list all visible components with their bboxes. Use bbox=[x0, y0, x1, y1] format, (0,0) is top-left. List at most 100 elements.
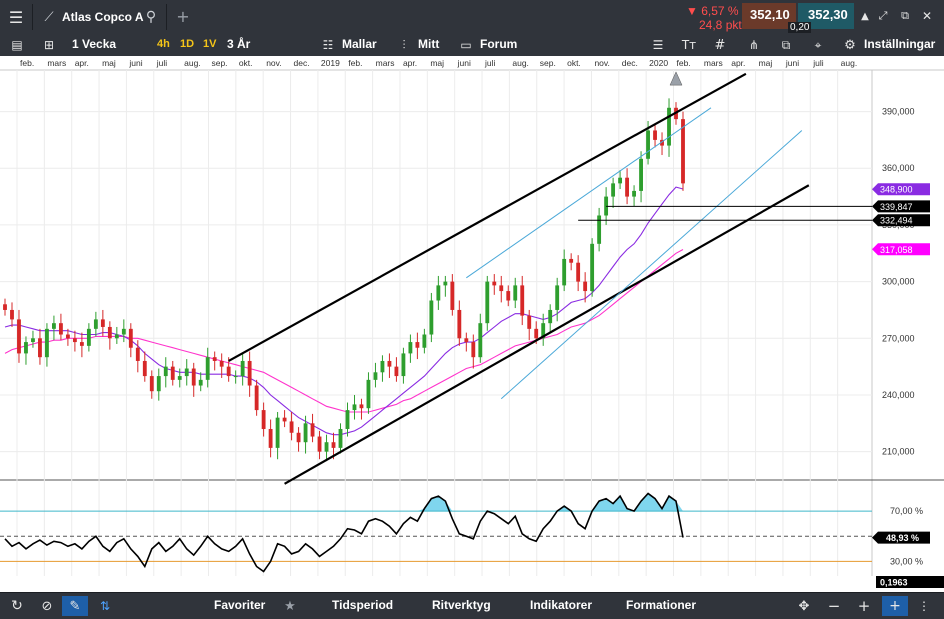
layout-icon[interactable]: ⊞ bbox=[43, 38, 55, 52]
time-axis-label: juli bbox=[484, 58, 496, 68]
candle-body bbox=[261, 410, 266, 429]
more-icon[interactable]: ⋮ bbox=[918, 599, 930, 613]
price-tick-label: 390,000 bbox=[882, 107, 915, 117]
candle-body bbox=[107, 326, 112, 339]
tidsperiod-button[interactable]: Tidsperiod bbox=[332, 598, 394, 612]
time-axis-label: sep. bbox=[540, 58, 556, 68]
interval-select[interactable]: 1 Vecka bbox=[72, 37, 117, 51]
candle-body bbox=[177, 376, 182, 380]
crosshair-icon[interactable]: ⌖ bbox=[814, 37, 822, 52]
mitt-icon[interactable]: ⫶ bbox=[402, 37, 406, 52]
forum-icon[interactable]: ▭ bbox=[460, 38, 472, 52]
rsi-line bbox=[4, 492, 684, 573]
candle-body bbox=[401, 353, 406, 377]
candle-body bbox=[198, 379, 203, 386]
candle-body bbox=[667, 107, 671, 146]
price-tag-label: 348,900 bbox=[880, 185, 913, 195]
ritverktyg-button[interactable]: Ritverktyg bbox=[432, 598, 491, 612]
copy-icon[interactable]: ⧉ bbox=[781, 37, 791, 52]
candle-body bbox=[555, 285, 560, 310]
candle-body bbox=[660, 139, 664, 146]
time-axis-label: nov. bbox=[594, 58, 609, 68]
price-tag: 317,058 bbox=[872, 243, 930, 256]
candle-body bbox=[128, 328, 133, 348]
zoom-in-icon[interactable]: + bbox=[857, 597, 871, 615]
time-axis-label: juni bbox=[785, 58, 799, 68]
time-axis-label: feb. bbox=[677, 58, 691, 68]
candle-body bbox=[499, 285, 504, 292]
candle-body bbox=[163, 366, 168, 377]
pencil-icon[interactable]: ✎ bbox=[62, 596, 88, 616]
period-select[interactable]: 3 År bbox=[227, 37, 251, 51]
bottom-bar: ↻ ⊘ ✎ ⇅ Favoriter ★ Tidsperiod Ritverkty… bbox=[0, 592, 944, 619]
text-icon[interactable]: Tт bbox=[681, 38, 697, 52]
star-icon[interactable]: ★ bbox=[284, 598, 296, 614]
search-icon[interactable]: ⚲ bbox=[145, 9, 157, 25]
candle-body bbox=[3, 304, 7, 310]
gear-icon[interactable]: ⚙ bbox=[844, 37, 856, 53]
mallar-button[interactable]: Mallar bbox=[342, 37, 377, 51]
add-icon[interactable]: + bbox=[176, 6, 190, 26]
sort-icon[interactable]: ⇅ bbox=[99, 599, 111, 613]
candle-body bbox=[408, 342, 413, 354]
menu-icon[interactable]: ☰ bbox=[8, 7, 24, 27]
candle-body bbox=[422, 334, 427, 348]
candle-body bbox=[415, 342, 420, 348]
candle-body bbox=[142, 360, 147, 377]
candle-body bbox=[534, 328, 539, 339]
candle-body bbox=[135, 347, 140, 361]
block-icon[interactable]: ⊘ bbox=[41, 598, 53, 614]
rsi-tick-label: 30,00 % bbox=[890, 556, 923, 566]
time-axis-label: juli bbox=[812, 58, 824, 68]
indikatorer-button[interactable]: Indikatorer bbox=[530, 598, 593, 612]
list-icon[interactable]: ▤ bbox=[11, 38, 23, 52]
settings-button[interactable]: Inställningar bbox=[864, 37, 936, 51]
candle-body bbox=[205, 357, 210, 380]
candle-body bbox=[548, 309, 553, 324]
candle-body bbox=[527, 315, 532, 329]
bell-icon bbox=[669, 71, 683, 86]
close-icon[interactable]: ✕ bbox=[921, 9, 933, 23]
candle-body bbox=[380, 360, 385, 373]
candle-body bbox=[93, 319, 98, 329]
candle-body bbox=[611, 183, 616, 197]
candle-body bbox=[366, 379, 371, 409]
grid-icon[interactable]: # bbox=[714, 37, 726, 53]
popout-icon[interactable]: ⧉ bbox=[901, 9, 909, 22]
zoom-out-icon[interactable]: − bbox=[827, 597, 841, 615]
templates-icon[interactable]: ☷ bbox=[322, 38, 334, 52]
time-axis-label: maj bbox=[759, 58, 773, 68]
drag-icon[interactable]: ✥ bbox=[798, 598, 810, 614]
instrument-name[interactable]: Atlas Copco A bbox=[62, 10, 144, 24]
price-tag-bg bbox=[872, 243, 930, 256]
candle-body bbox=[86, 328, 91, 346]
forum-button[interactable]: Forum bbox=[480, 37, 518, 51]
chevron-up-icon[interactable]: ▲ bbox=[861, 10, 869, 22]
time-axis-label: aug. bbox=[184, 58, 201, 68]
mitt-button[interactable]: Mitt bbox=[418, 37, 440, 51]
candle-body bbox=[513, 285, 518, 301]
bid-box[interactable] bbox=[742, 3, 796, 29]
candle-body bbox=[492, 281, 497, 286]
price-tag-label: 317,058 bbox=[880, 245, 913, 255]
candle-body bbox=[632, 190, 636, 197]
footer-strip bbox=[0, 576, 944, 592]
chart-type-icon[interactable]: ⟋ bbox=[44, 9, 54, 25]
price-chart[interactable]: feb. mars apr. maj juni juli aug. sep. okt. nov. d… bbox=[0, 56, 944, 592]
favoriter-button[interactable]: Favoriter bbox=[214, 598, 266, 612]
candle-body bbox=[618, 177, 623, 184]
crosshair-toggle-icon[interactable]: + bbox=[882, 596, 908, 616]
expand-icon[interactable]: ⤢ bbox=[878, 9, 888, 22]
refresh-icon[interactable]: ↻ bbox=[11, 598, 23, 614]
candle-body bbox=[478, 323, 483, 358]
candle-body bbox=[520, 285, 525, 316]
timeframe-1d[interactable]: 1D bbox=[180, 38, 195, 50]
chart-area[interactable]: feb. mars apr. maj juni juli aug. sep. okt. nov. d… bbox=[0, 56, 944, 592]
price-tick-label: 300,000 bbox=[882, 277, 915, 287]
timeframe-1v[interactable]: 1V bbox=[203, 38, 217, 50]
formationer-button[interactable]: Formationer bbox=[626, 598, 697, 612]
list-lines-icon[interactable]: ☰ bbox=[652, 38, 664, 52]
candle-body bbox=[471, 342, 476, 358]
timeframe-4h[interactable]: 4h bbox=[157, 38, 170, 50]
fork-icon[interactable]: ⋔ bbox=[748, 38, 760, 52]
